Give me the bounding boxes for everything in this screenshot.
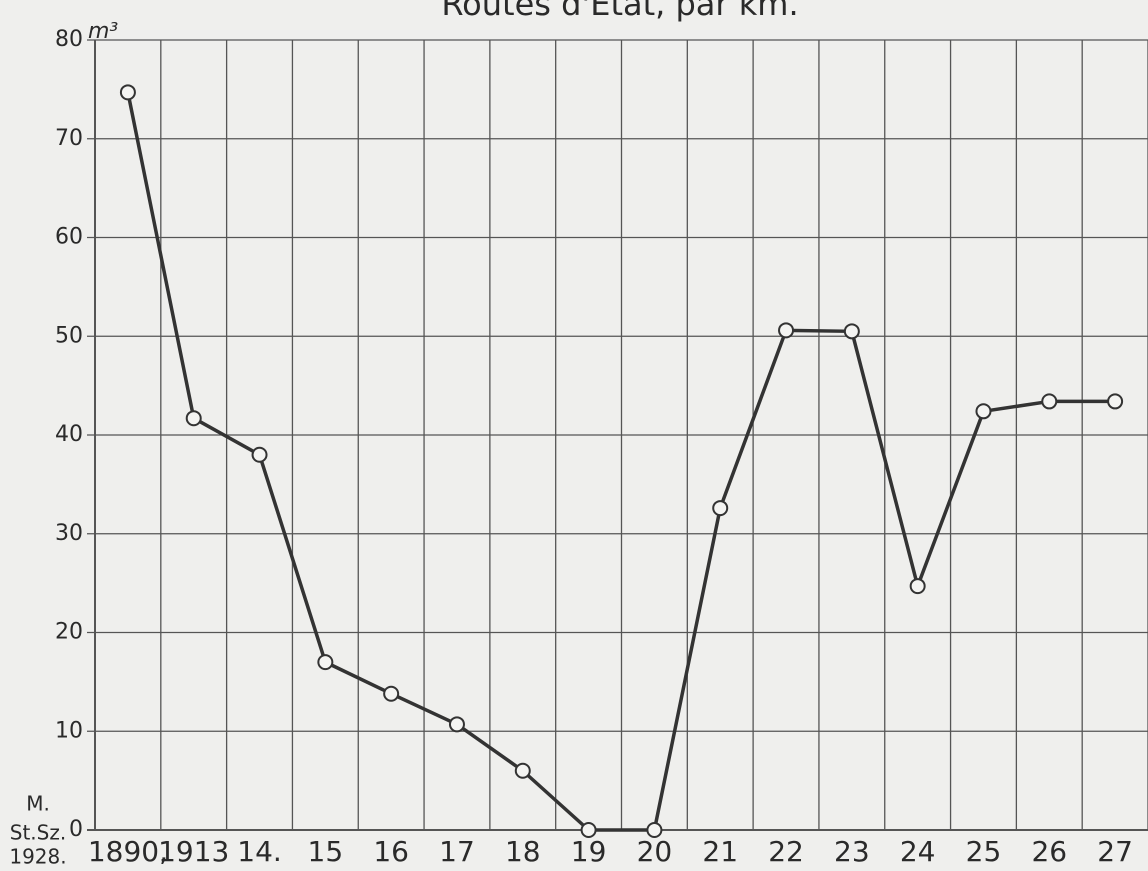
x-tick-label: 20 — [637, 835, 673, 868]
y-tick-label: 40 — [55, 422, 83, 447]
x-tick-label: 1890, — [88, 835, 168, 868]
series-line — [126, 91, 1116, 832]
y-tick-label: 30 — [55, 521, 83, 546]
source-note: M. — [26, 792, 50, 816]
y-tick-label: 80 — [55, 27, 83, 52]
chart-title: Routes d'Etat, par km. — [441, 0, 798, 23]
source-note: St.Sz. — [10, 821, 66, 845]
data-point — [1107, 393, 1124, 410]
data-point — [646, 822, 663, 838]
y-tick-label: 50 — [55, 323, 83, 348]
y-tick-label: 0 — [69, 817, 83, 842]
y-tick-label: 60 — [55, 225, 83, 250]
x-tick-label: 24 — [900, 835, 936, 868]
y-tick-label: 70 — [55, 126, 83, 151]
x-tick-label: 25 — [966, 835, 1002, 868]
x-tick-label: 18 — [505, 835, 541, 868]
x-tick-label: 23 — [834, 835, 870, 868]
data-point — [448, 716, 465, 733]
data-point — [317, 654, 334, 671]
x-tick-label: 16 — [373, 835, 409, 868]
source-note: 1928. — [9, 845, 66, 869]
x-tick-label: 14. — [237, 835, 282, 868]
x-tick-label: 27 — [1097, 835, 1133, 868]
data-point — [119, 84, 136, 101]
x-tick-label: 26 — [1031, 835, 1067, 868]
data-point — [712, 500, 729, 517]
data-point — [843, 323, 860, 340]
data-point — [975, 403, 992, 420]
data-point — [185, 410, 202, 427]
data-point — [251, 446, 268, 463]
x-tick-label: 21 — [702, 835, 738, 868]
y-tick-label: 20 — [55, 620, 83, 645]
y-tick-label: 10 — [55, 718, 83, 743]
data-point — [383, 685, 400, 702]
data-point — [580, 822, 597, 838]
x-tick-label: 17 — [439, 835, 475, 868]
x-tick-label: 1913 — [158, 835, 229, 868]
data-point — [1041, 393, 1058, 410]
data-point — [909, 578, 926, 595]
x-tick-label: 22 — [768, 835, 804, 868]
x-tick-label: 19 — [571, 835, 607, 868]
data-point — [778, 322, 795, 339]
data-point — [514, 762, 531, 779]
x-tick-label: 15 — [308, 835, 344, 868]
